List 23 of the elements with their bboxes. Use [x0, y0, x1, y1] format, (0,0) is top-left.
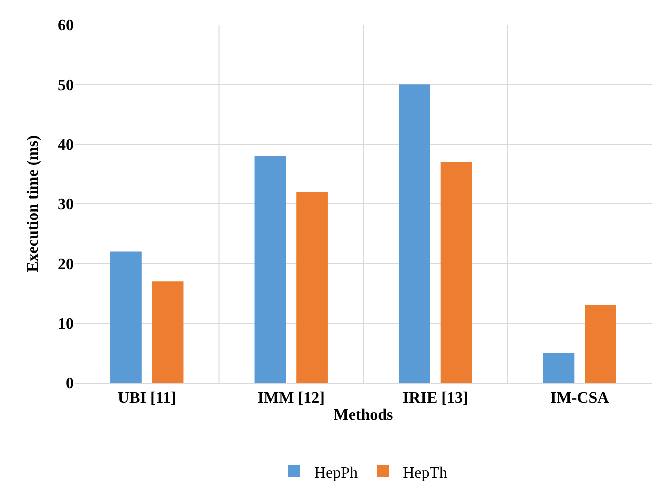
x-tick-label: UBI [11] — [118, 390, 176, 408]
y-axis-title: Execution time (ms) — [24, 136, 42, 272]
x-tick-label: IM-CSA — [550, 390, 610, 408]
x-axis-title: Methods — [334, 406, 394, 424]
bar — [110, 252, 142, 383]
y-tick-label: 20 — [58, 256, 74, 274]
bar — [585, 305, 616, 383]
y-tick-label: 60 — [58, 18, 74, 35]
legend-label: HepTh — [403, 464, 448, 482]
bar — [296, 192, 328, 383]
x-tick-label: IMM [12] — [258, 390, 325, 408]
y-tick-label: 30 — [58, 196, 74, 214]
bar — [399, 84, 430, 383]
y-tick-label: 50 — [58, 77, 74, 94]
bar — [543, 353, 575, 383]
x-tick-label: IRIE [13] — [402, 390, 468, 408]
bar — [254, 156, 286, 383]
bar — [440, 162, 472, 383]
y-tick-label: 10 — [58, 316, 74, 333]
legend-label: HepPh — [314, 464, 358, 482]
bar — [152, 282, 184, 383]
y-tick-label: 40 — [58, 136, 74, 154]
y-tick-label: 0 — [66, 376, 74, 393]
